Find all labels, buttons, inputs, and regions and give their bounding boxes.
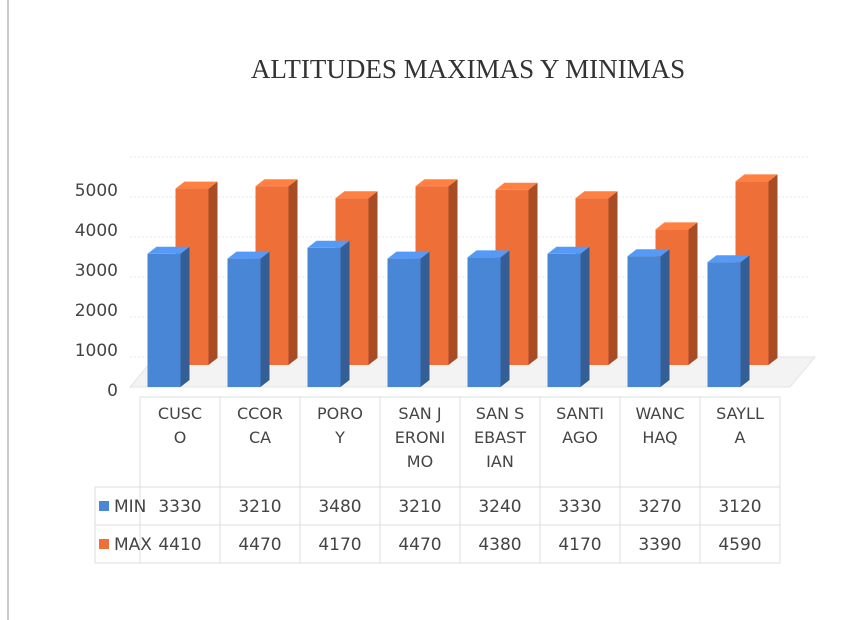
x-tick-label: POROY — [317, 404, 363, 447]
bar-side — [740, 255, 750, 387]
table-value: 3210 — [398, 497, 441, 517]
x-tick-label: SAN JERONIMO — [394, 404, 446, 471]
y-tick-label: 5000 — [75, 181, 118, 201]
y-tick-label: 1000 — [75, 341, 118, 361]
bar-side — [768, 174, 778, 365]
legend-label: MIN — [114, 497, 146, 517]
bar-side — [208, 181, 218, 365]
bar-top — [627, 249, 670, 257]
legend-swatch — [99, 539, 109, 549]
bar-side — [688, 222, 698, 365]
bar-top — [495, 182, 538, 190]
bar-top — [335, 191, 378, 199]
table-value: 4170 — [558, 535, 601, 555]
x-tick-label: WANCHAQ — [635, 404, 685, 447]
table-value: 3240 — [478, 497, 521, 517]
table-value: 3270 — [638, 497, 681, 517]
x-tick-label: CCORCA — [236, 404, 284, 447]
bar-side — [500, 250, 510, 387]
x-tick-label: SANTIAGO — [556, 404, 604, 447]
table-value: 4410 — [158, 535, 201, 555]
table-value: 3210 — [238, 497, 281, 517]
bar-top — [467, 250, 510, 258]
table-value: 3330 — [558, 497, 601, 517]
bar-side — [448, 179, 458, 365]
bar-top — [387, 251, 430, 259]
bar-side — [420, 251, 430, 387]
bar-top — [147, 246, 190, 254]
table-value: 3120 — [718, 497, 761, 517]
bar-top — [255, 179, 298, 187]
bar-side — [288, 179, 298, 365]
bar — [227, 258, 261, 387]
bar — [467, 257, 501, 387]
bar-side — [368, 191, 378, 365]
table-value: 3480 — [318, 497, 361, 517]
bar-side — [580, 246, 590, 387]
table-value: 4170 — [318, 535, 361, 555]
bar-top — [575, 191, 618, 199]
bar — [387, 258, 421, 387]
table-value: 3390 — [638, 535, 681, 555]
bar-top — [735, 174, 778, 182]
bar-top — [707, 255, 750, 263]
bar-side — [180, 246, 190, 387]
bar-side — [528, 182, 538, 365]
bar-top — [655, 222, 698, 230]
bar — [307, 247, 341, 387]
y-tick-label: 4000 — [75, 221, 118, 241]
bar-top — [547, 246, 590, 254]
y-tick-label: 2000 — [75, 301, 118, 321]
bar — [147, 253, 181, 387]
bar-side — [608, 191, 618, 365]
bar-side — [340, 240, 350, 387]
bar-top — [175, 181, 218, 189]
x-tick-label: SAYLLA — [716, 404, 764, 447]
bar — [707, 262, 741, 387]
table-value: 4470 — [238, 535, 281, 555]
legend-label: MAX — [114, 535, 152, 555]
table-value: 4590 — [718, 535, 761, 555]
bar-top — [307, 240, 350, 248]
y-tick-label: 3000 — [75, 261, 118, 281]
x-tick-label: SAN SEBASTIAN — [474, 404, 526, 471]
y-tick-label: 0 — [107, 381, 118, 401]
bar-side — [260, 251, 270, 387]
bar-top — [227, 251, 270, 259]
chart-title: ALTITUDES MAXIMAS Y MINIMAS — [251, 54, 685, 84]
table-value: 4470 — [398, 535, 441, 555]
table-value: 3330 — [158, 497, 201, 517]
bar — [547, 253, 581, 387]
bar-side — [660, 249, 670, 387]
legend-swatch — [99, 501, 109, 511]
table-value: 4380 — [478, 535, 521, 555]
bar — [627, 256, 661, 387]
bar-top — [415, 179, 458, 187]
x-tick-label: CUSCO — [157, 404, 203, 447]
